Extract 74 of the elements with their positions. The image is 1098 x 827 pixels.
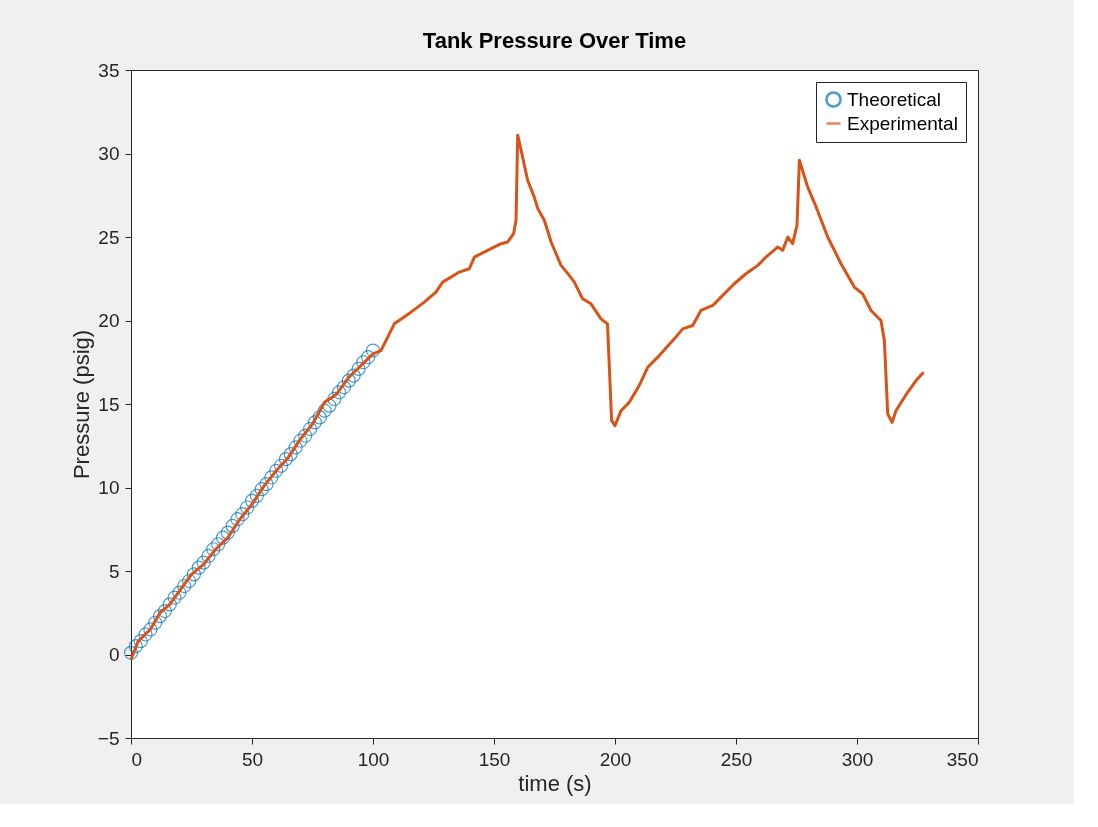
point <box>186 567 202 582</box>
y-tick-label: 20 <box>98 310 120 331</box>
chart-title: Tank Pressure Over Time <box>422 28 687 53</box>
x-tick-label: 100 <box>357 748 390 770</box>
point <box>201 548 216 564</box>
x-tick-label: 50 <box>241 748 264 770</box>
x-tick-label: 300 <box>841 748 874 770</box>
point <box>351 361 366 377</box>
point <box>273 458 289 473</box>
y-tick-label: 25 <box>98 226 120 248</box>
point <box>327 391 342 407</box>
point <box>230 512 245 527</box>
point <box>259 477 274 492</box>
point <box>133 634 148 649</box>
point <box>278 452 293 467</box>
point <box>346 368 361 383</box>
point <box>206 542 221 557</box>
point <box>332 385 347 400</box>
y-tick-label: −5 <box>97 727 120 749</box>
point <box>244 493 260 508</box>
point <box>269 463 284 478</box>
y-tick-label: 10 <box>98 477 120 498</box>
point <box>254 482 269 497</box>
y-tick-label: 15 <box>98 393 120 415</box>
x-axis-title: time (s) <box>518 770 592 796</box>
point <box>211 537 226 552</box>
x-tick-label: 0 <box>131 748 143 770</box>
point <box>317 403 332 418</box>
point <box>172 585 187 600</box>
y-tick-label: 5 <box>108 560 120 582</box>
point <box>288 440 303 455</box>
x-tick-label: 250 <box>720 748 753 770</box>
point <box>356 355 371 370</box>
y-tick-label: 35 <box>98 59 120 81</box>
legend-label: Theoretical <box>847 88 941 110</box>
point <box>283 446 298 462</box>
line-series <box>129 133 926 662</box>
point <box>293 433 308 448</box>
point <box>177 578 192 594</box>
point <box>336 380 352 395</box>
point <box>191 560 206 575</box>
point <box>322 398 337 413</box>
y-tick-label: 30 <box>98 143 120 164</box>
point <box>302 421 318 437</box>
point <box>307 415 323 430</box>
x-tick-label: 150 <box>478 748 511 770</box>
point <box>181 573 197 589</box>
y-tick-label: 0 <box>108 644 120 665</box>
point <box>215 530 231 545</box>
point <box>365 343 381 358</box>
point <box>249 488 264 503</box>
point <box>152 608 168 624</box>
point <box>162 597 177 612</box>
point <box>341 373 356 388</box>
point <box>157 603 172 619</box>
point <box>235 507 250 522</box>
point <box>361 350 376 365</box>
point <box>264 470 279 485</box>
point <box>225 518 240 534</box>
point <box>167 590 182 605</box>
point <box>138 627 153 642</box>
point <box>196 555 211 570</box>
x-tick-label: 350 <box>946 748 979 770</box>
legend-label: Experimental <box>847 112 958 134</box>
point <box>148 615 163 630</box>
y-axis-title: Pressure (psig) <box>68 329 94 480</box>
point <box>143 622 158 637</box>
point <box>240 500 255 515</box>
x-tick-label: 200 <box>599 748 632 770</box>
point <box>123 645 139 660</box>
point <box>128 639 143 654</box>
point <box>220 525 235 540</box>
point <box>298 428 313 443</box>
point <box>312 410 327 425</box>
